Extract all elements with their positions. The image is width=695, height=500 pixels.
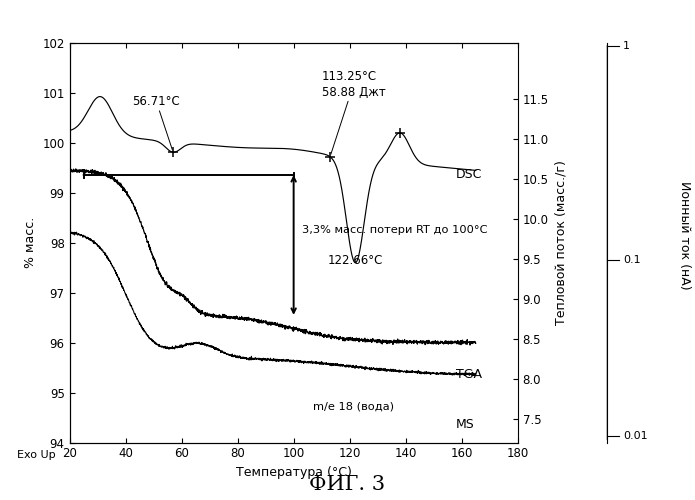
Text: MS: MS <box>456 418 475 432</box>
Text: 0.1: 0.1 <box>623 255 641 265</box>
Text: m/e 18 (вода): m/e 18 (вода) <box>313 402 394 411</box>
Text: 0.01: 0.01 <box>623 431 648 441</box>
Text: Exo Up: Exo Up <box>17 450 56 460</box>
Text: ФИГ. 3: ФИГ. 3 <box>309 475 386 494</box>
Text: 3,3% масс. потери RT до 100°С: 3,3% масс. потери RT до 100°С <box>302 225 488 235</box>
Y-axis label: % масс.: % масс. <box>24 217 37 268</box>
Text: 113.25°С
58.88 Джт: 113.25°С 58.88 Джт <box>322 70 386 154</box>
Text: DSC: DSC <box>456 168 482 181</box>
Y-axis label: Тепловой поток (масс./г): Тепловой поток (масс./г) <box>555 160 567 325</box>
Text: 122.66°С: 122.66°С <box>327 254 383 268</box>
Text: Ионный ток (нА): Ионный ток (нА) <box>678 180 691 290</box>
Text: 56.71°С: 56.71°С <box>133 95 180 150</box>
Text: TGA: TGA <box>456 368 482 382</box>
X-axis label: Температура (°С): Температура (°С) <box>236 466 352 479</box>
Text: 1: 1 <box>623 42 630 51</box>
